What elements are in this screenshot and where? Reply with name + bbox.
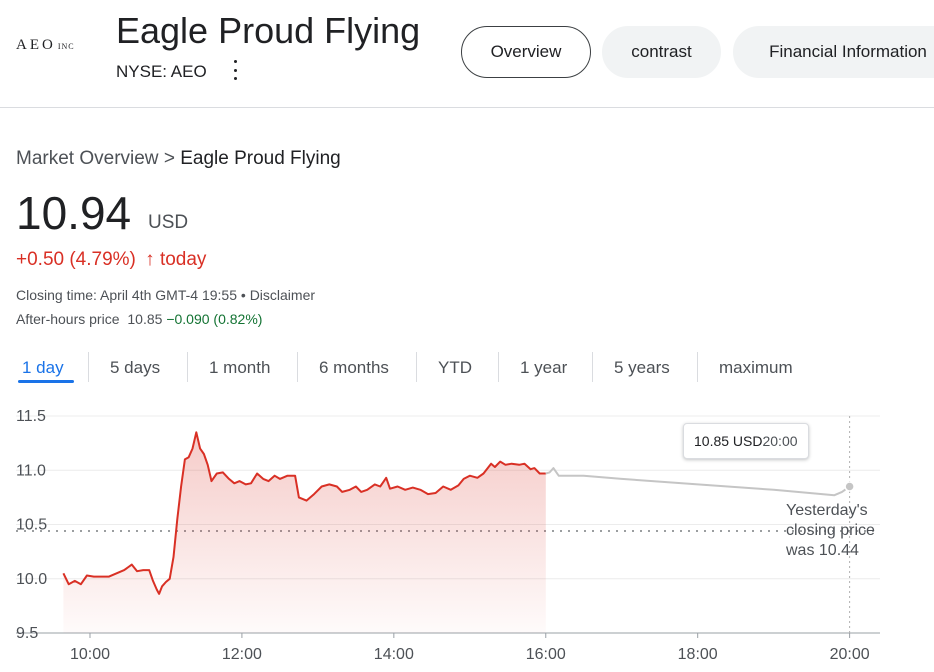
tab-1-day[interactable]: 1 day — [22, 358, 64, 377]
x-tick-label: 16:00 — [526, 646, 566, 663]
x-tick-label: 20:00 — [830, 646, 870, 663]
hover-point — [844, 481, 855, 492]
company-name: Eagle Proud Flying — [116, 10, 421, 51]
after-hours-line — [545, 467, 851, 497]
tab-5-years[interactable]: 5 years — [614, 358, 670, 377]
price-currency: USD — [148, 212, 189, 233]
active-tab-indicator — [18, 380, 74, 383]
y-tick-label: 10.5 — [16, 517, 47, 534]
previous-close-line: was 10.44 — [786, 542, 859, 559]
logo-suffix: INC — [57, 42, 75, 51]
tooltip-price: 10.85 USD — [694, 433, 763, 449]
after-hours-line: After-hours price 10.85 −0.090 (0.82%) — [16, 311, 262, 327]
price-chart[interactable]: 11.5 11.0 10.5 10.0 9.5 10:00 12:00 14:00 16:00 1… — [0, 396, 934, 672]
after-hours-change: −0.090 (0.82%) — [166, 311, 263, 327]
after-hours-price: 10.85 — [127, 311, 163, 327]
tab-divider — [498, 352, 499, 382]
closing-time: Closing time: April 4th GMT-4 19:55 — [16, 287, 237, 303]
regular-session-area — [63, 432, 546, 633]
tab-divider — [187, 352, 188, 382]
price-change: +0.50 (4.79%) ↑ today — [16, 249, 206, 271]
logo-text: AEO — [16, 37, 56, 53]
current-price: 10.94 — [16, 187, 132, 239]
tab-divider — [592, 352, 593, 382]
arrow-up-icon: ↑ — [145, 249, 155, 270]
chip-overview[interactable]: Overview — [461, 26, 591, 78]
breadcrumb-separator: > — [163, 148, 175, 169]
price-change-value: +0.50 (4.79%) — [16, 249, 136, 270]
tab-5-days[interactable]: 5 days — [110, 358, 161, 377]
breadcrumb: Market Overview > Eagle Proud Flying — [16, 148, 341, 170]
previous-close-line: Yesterday's — [786, 502, 868, 519]
meta-bullet: • — [240, 287, 246, 303]
chart-tooltip: 10.85 USD 20:00 — [683, 423, 809, 459]
tab-ytd[interactable]: YTD — [438, 358, 472, 377]
y-tick-label: 11.0 — [16, 462, 46, 479]
tab-divider — [697, 352, 698, 382]
breadcrumb-root[interactable]: Market Overview — [16, 148, 159, 169]
x-tick-label: 18:00 — [678, 646, 718, 663]
range-tabs: 1 day 5 days 1 month 6 months YTD 1 year… — [0, 348, 934, 388]
tab-1-month[interactable]: 1 month — [209, 358, 271, 377]
x-tick-label: 10:00 — [70, 646, 110, 663]
breadcrumb-current: Eagle Proud Flying — [180, 148, 341, 169]
tab-6-months[interactable]: 6 months — [319, 358, 389, 377]
tooltip-time: 20:00 — [762, 433, 798, 449]
tab-1-year[interactable]: 1 year — [520, 358, 568, 377]
previous-close-line: closing price — [786, 522, 875, 539]
y-tick-label: 10.0 — [16, 571, 47, 588]
ticker-symbol: NYSE: AEO — [116, 62, 207, 81]
tab-maximum[interactable]: maximum — [719, 358, 793, 377]
disclaimer-link[interactable]: Disclaimer — [249, 287, 316, 303]
after-hours-label: After-hours price — [16, 311, 120, 327]
y-tick-label: 11.5 — [16, 408, 46, 425]
closing-time-line: Closing time: April 4th GMT-4 19:55 • Di… — [16, 287, 315, 303]
y-tick-label: 9.5 — [16, 625, 38, 642]
chip-contrast[interactable]: contrast — [602, 26, 721, 78]
price-change-period: today — [159, 249, 207, 270]
x-tick-label: 14:00 — [374, 646, 414, 663]
x-tick-label: 12:00 — [222, 646, 262, 663]
quote-header: AEO INC Eagle Proud Flying NYSE: AEO Over… — [0, 0, 934, 108]
tab-divider — [297, 352, 298, 382]
tab-divider — [88, 352, 89, 382]
more-options-icon[interactable] — [230, 60, 240, 80]
tab-divider — [416, 352, 417, 382]
regular-session-line — [62, 431, 546, 595]
chip-financial-information[interactable]: Financial Information — [733, 26, 934, 78]
company-logo: AEO INC — [16, 37, 75, 54]
previous-close-note: Yesterday's closing price was 10.44 — [786, 501, 875, 561]
